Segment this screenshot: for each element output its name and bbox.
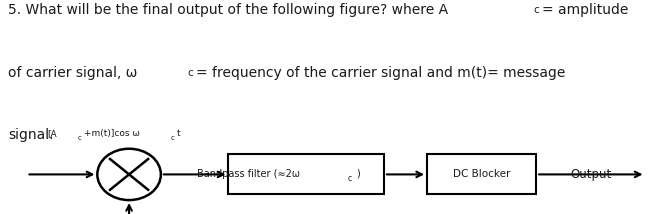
- Text: of carrier signal, ω: of carrier signal, ω: [8, 66, 137, 80]
- Text: c: c: [170, 135, 174, 141]
- Text: Output: Output: [571, 168, 612, 181]
- Text: = frequency of the carrier signal and m(t)= message: = frequency of the carrier signal and m(…: [196, 66, 565, 80]
- Text: c: c: [187, 68, 193, 79]
- Text: t: t: [177, 129, 180, 138]
- Text: signal.: signal.: [8, 128, 54, 142]
- Text: c: c: [534, 5, 540, 15]
- Text: ): ): [356, 169, 359, 179]
- Text: [A: [A: [48, 129, 58, 138]
- Text: 5. What will be the final output of the following figure? where A: 5. What will be the final output of the …: [8, 3, 448, 17]
- Text: c: c: [347, 174, 352, 183]
- Text: = amplitude: = amplitude: [542, 3, 628, 17]
- Text: DC Blocker: DC Blocker: [453, 169, 510, 179]
- Text: +m(t)]cos ω: +m(t)]cos ω: [84, 129, 140, 138]
- Text: c: c: [77, 135, 81, 141]
- Text: Bandpass filter (≈2ω: Bandpass filter (≈2ω: [197, 169, 299, 179]
